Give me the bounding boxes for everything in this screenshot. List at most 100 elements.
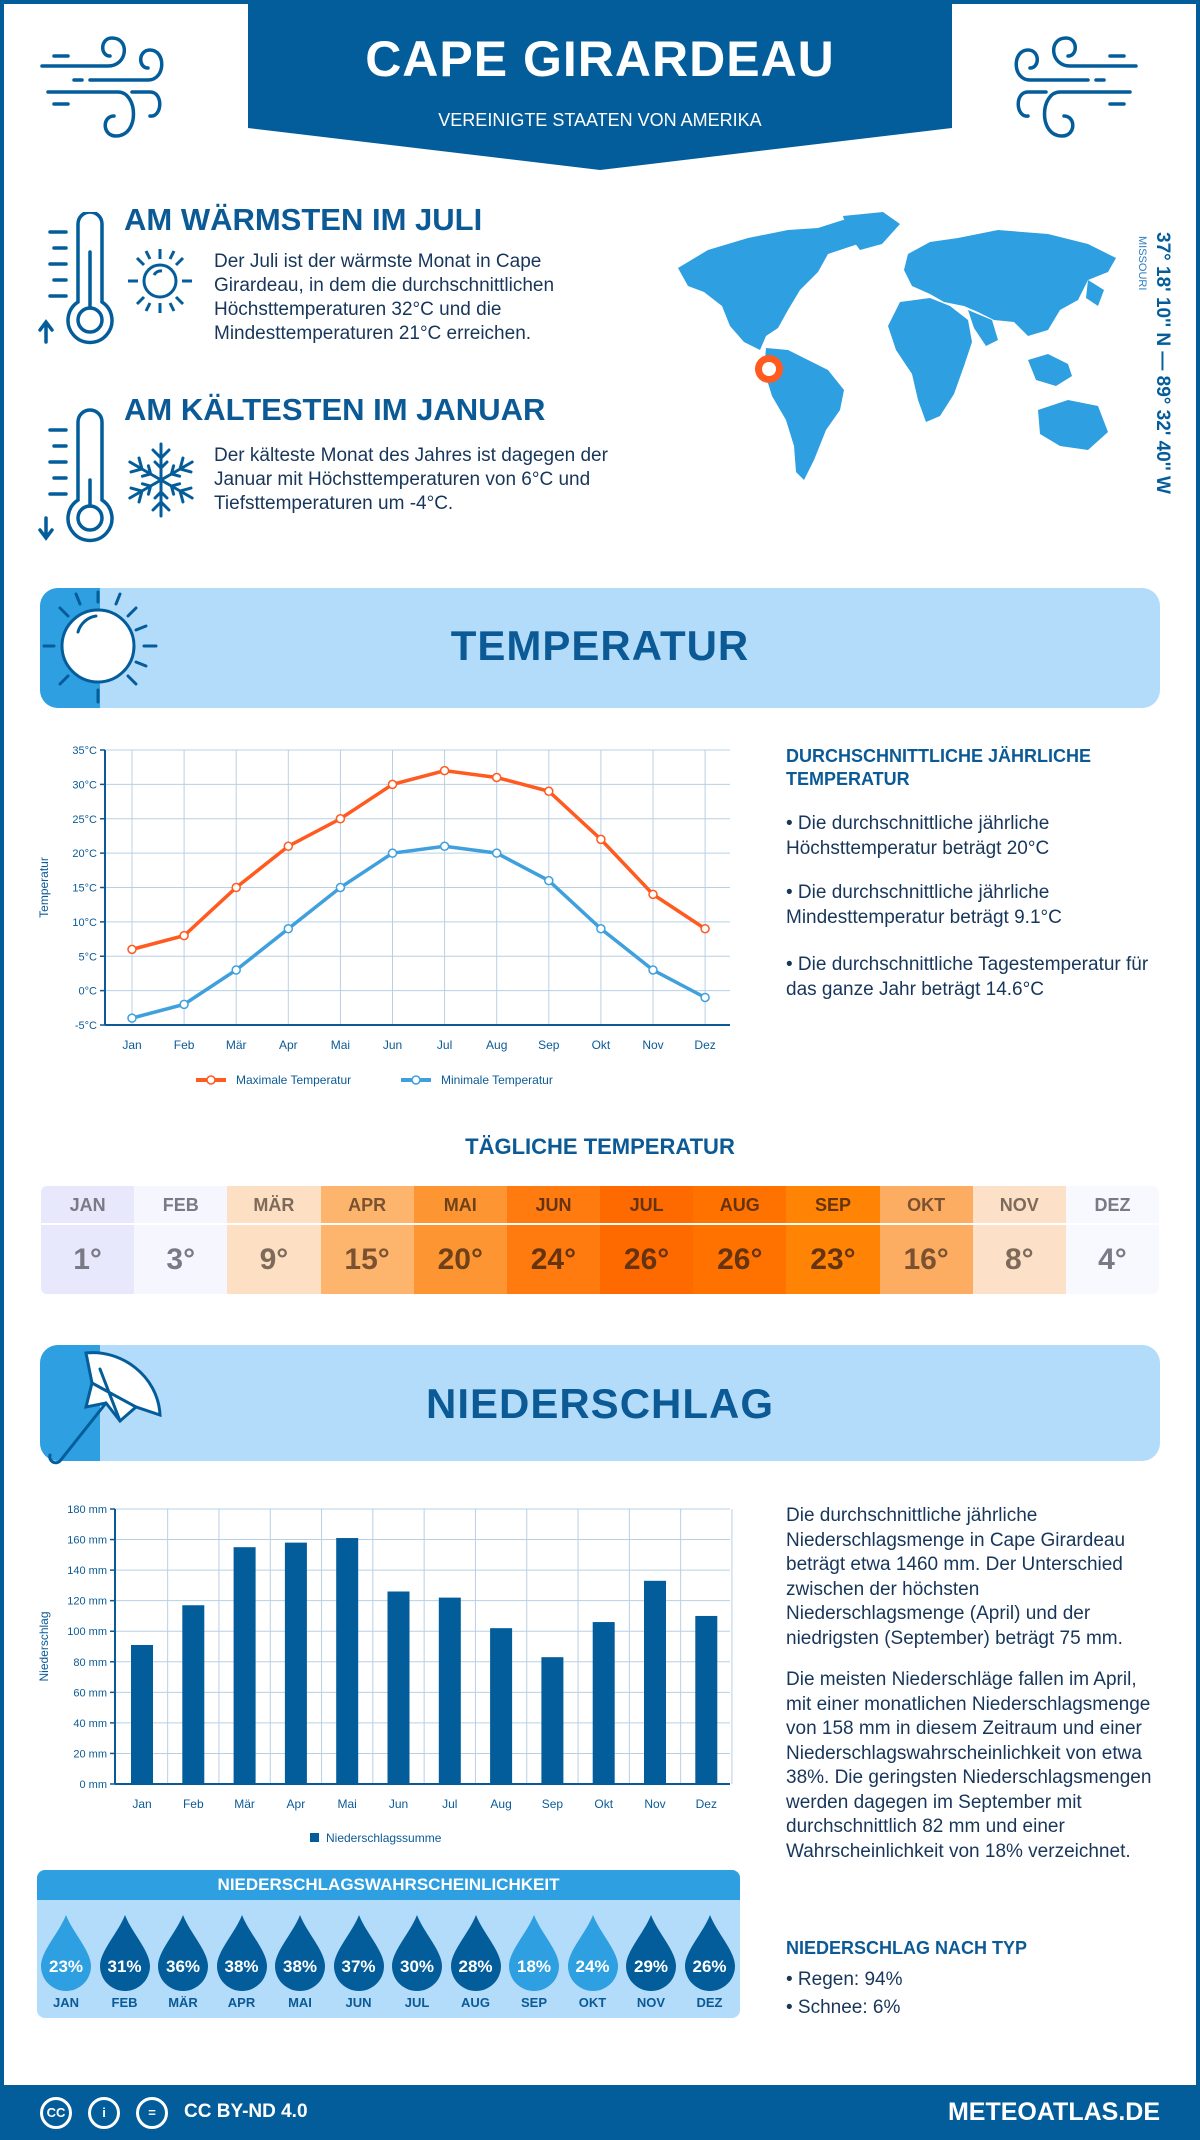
daily-value: 16°	[903, 1242, 949, 1276]
page-title: CAPE GIRARDEAU	[365, 31, 835, 87]
legend-marker	[411, 1075, 421, 1085]
probability-heading: NIEDERSCHLAGSWAHRSCHEINLICHKEIT	[37, 1870, 740, 1900]
precipitation-bar	[438, 1597, 461, 1784]
raindrop-icon	[392, 1915, 442, 1991]
probability-month: JUN	[345, 1995, 372, 2010]
daily-value: 23°	[810, 1242, 856, 1276]
y-axis-label: Niederschlag	[37, 1611, 51, 1681]
probability-drop: 31%	[99, 1915, 150, 1991]
probability-drop: 18%	[509, 1915, 559, 1991]
x-tick-label: Apr	[279, 1038, 298, 1052]
probability-drop: 28%	[450, 1915, 501, 1991]
raindrop-icon	[41, 1915, 91, 1991]
probability-value: 36%	[165, 1957, 201, 1976]
probability-value: 26%	[692, 1957, 727, 1976]
annual-bullet-max: • Die durchschnittliche jährliche Höchst…	[786, 813, 1050, 859]
daily-month: DEZ	[1065, 1186, 1159, 1225]
y-tick-label: 15°C	[72, 883, 97, 895]
thermometer-cold-icon	[38, 408, 114, 543]
daily-value: 9°	[259, 1242, 289, 1276]
daily-month: OKT	[879, 1186, 973, 1225]
annual-temperature-heading: DURCHSCHNITTLICHE JÄHRLICHE TEMPERATUR	[786, 746, 1091, 789]
data-point	[596, 924, 606, 934]
footer: CC i = CC BY-ND 4.0 METEOATLAS.DE	[0, 2085, 1200, 2140]
x-tick-label: Mär	[226, 1038, 247, 1052]
data-point	[439, 765, 450, 776]
y-tick-label: 100 mm	[67, 1626, 107, 1638]
x-tick-label: Jun	[383, 1038, 402, 1052]
daily-temp-okt: OKT 16°	[879, 1186, 973, 1294]
raindrop-icon	[626, 1915, 676, 1991]
x-tick-label: Dez	[694, 1038, 715, 1052]
thermometer-warm-icon	[38, 212, 114, 345]
y-tick-label: 0°C	[79, 986, 98, 998]
y-axis-label: Temperatur	[37, 857, 51, 918]
raindrop-icon	[333, 1915, 384, 1991]
x-tick-label: Feb	[174, 1038, 195, 1052]
daily-month: JUL	[600, 1186, 694, 1225]
x-tick-label: Jun	[389, 1797, 408, 1811]
y-tick-label: 160 mm	[67, 1535, 107, 1547]
precipitation-bar	[490, 1628, 513, 1784]
daily-temp-apr: APR 15°	[320, 1186, 414, 1294]
legend-swatch	[310, 1833, 319, 1842]
data-point	[544, 875, 554, 886]
precipitation-bar	[644, 1580, 666, 1784]
y-tick-label: 140 mm	[67, 1565, 107, 1577]
temperature-chart: -5°C 0°C 5°C 10°C 15°C 20°C 25°C 30°C 35°C Jan Feb…	[37, 745, 730, 1087]
y-tick-label: 5°C	[79, 951, 98, 963]
daily-value: 15°	[344, 1242, 390, 1276]
precipitation-type-rain: • Regen: 94%	[786, 1969, 903, 1990]
daily-value: 1°	[73, 1242, 102, 1276]
probability-month: AUG	[461, 1995, 490, 2010]
y-tick-label: 35°C	[72, 745, 97, 757]
precipitation-text-1: Die durchschnittliche jährliche Niedersc…	[786, 1505, 1126, 1649]
y-tick-label: 60 mm	[73, 1687, 107, 1699]
x-tick-label: Apr	[287, 1797, 306, 1811]
wind-icon	[40, 36, 164, 138]
probability-value: 18%	[516, 1957, 552, 1976]
probability-month: APR	[227, 1995, 256, 2010]
data-point	[700, 924, 710, 934]
daily-temperature-heading: TÄGLICHE TEMPERATUR	[465, 1134, 735, 1159]
daily-temperature-table: JAN 1° FEB 3° MÄR 9° APR 15° MAI 20° JUN 24° JUL 26° A…	[41, 1186, 1159, 1294]
probability-month: MAI	[288, 1995, 312, 2010]
y-tick-label: 30°C	[72, 779, 97, 791]
daily-temp-jan: JAN 1°	[41, 1186, 135, 1294]
precipitation-bar	[233, 1547, 256, 1784]
y-tick-label: 20 mm	[73, 1748, 107, 1760]
precipitation-bar	[387, 1591, 410, 1784]
precipitation-chart: 0 mm 20 mm 40 mm 60 mm 80 mm 100 mm 120 mm 140 …	[37, 1504, 733, 1845]
probability-drop: 37%	[333, 1915, 384, 1991]
data-point	[491, 848, 502, 858]
data-point	[231, 965, 241, 975]
data-point	[439, 841, 450, 851]
daily-month: APR	[320, 1186, 414, 1225]
data-point	[491, 772, 502, 783]
data-point	[544, 786, 554, 796]
license-label[interactable]: CC BY-ND 4.0	[184, 2101, 308, 2122]
site-link[interactable]: METEOATLAS.DE	[947, 2098, 1160, 2126]
y-tick-label: 20°C	[72, 848, 97, 860]
daily-temp-jul: JUL 26°	[600, 1186, 694, 1294]
umbrella-icon	[48, 1351, 162, 1465]
x-tick-label: Feb	[183, 1797, 204, 1811]
data-point	[231, 882, 241, 893]
probability-month: FEB	[111, 1995, 138, 2010]
x-tick-label: Mai	[331, 1038, 350, 1052]
data-point	[335, 882, 346, 893]
y-tick-label: 25°C	[72, 814, 97, 826]
y-tick-label: 0 mm	[80, 1779, 108, 1791]
y-tick-label: 180 mm	[67, 1504, 107, 1516]
y-tick-label: 40 mm	[73, 1718, 107, 1730]
precipitation-banner	[40, 1345, 1160, 1461]
x-tick-label: Dez	[696, 1797, 717, 1811]
no-derivatives-icon: =	[136, 2097, 168, 2129]
raindrop-icon	[567, 1915, 618, 1991]
daily-month: JAN	[41, 1186, 135, 1225]
probability-drop: 26%	[684, 1915, 735, 1991]
data-point	[387, 848, 398, 858]
x-tick-label: Sep	[542, 1797, 564, 1811]
warmest-title: AM WÄRMSTEN IM JULI	[124, 202, 483, 237]
warmest-text: Der Juli ist der wärmste Monat in Cape G…	[214, 251, 555, 344]
